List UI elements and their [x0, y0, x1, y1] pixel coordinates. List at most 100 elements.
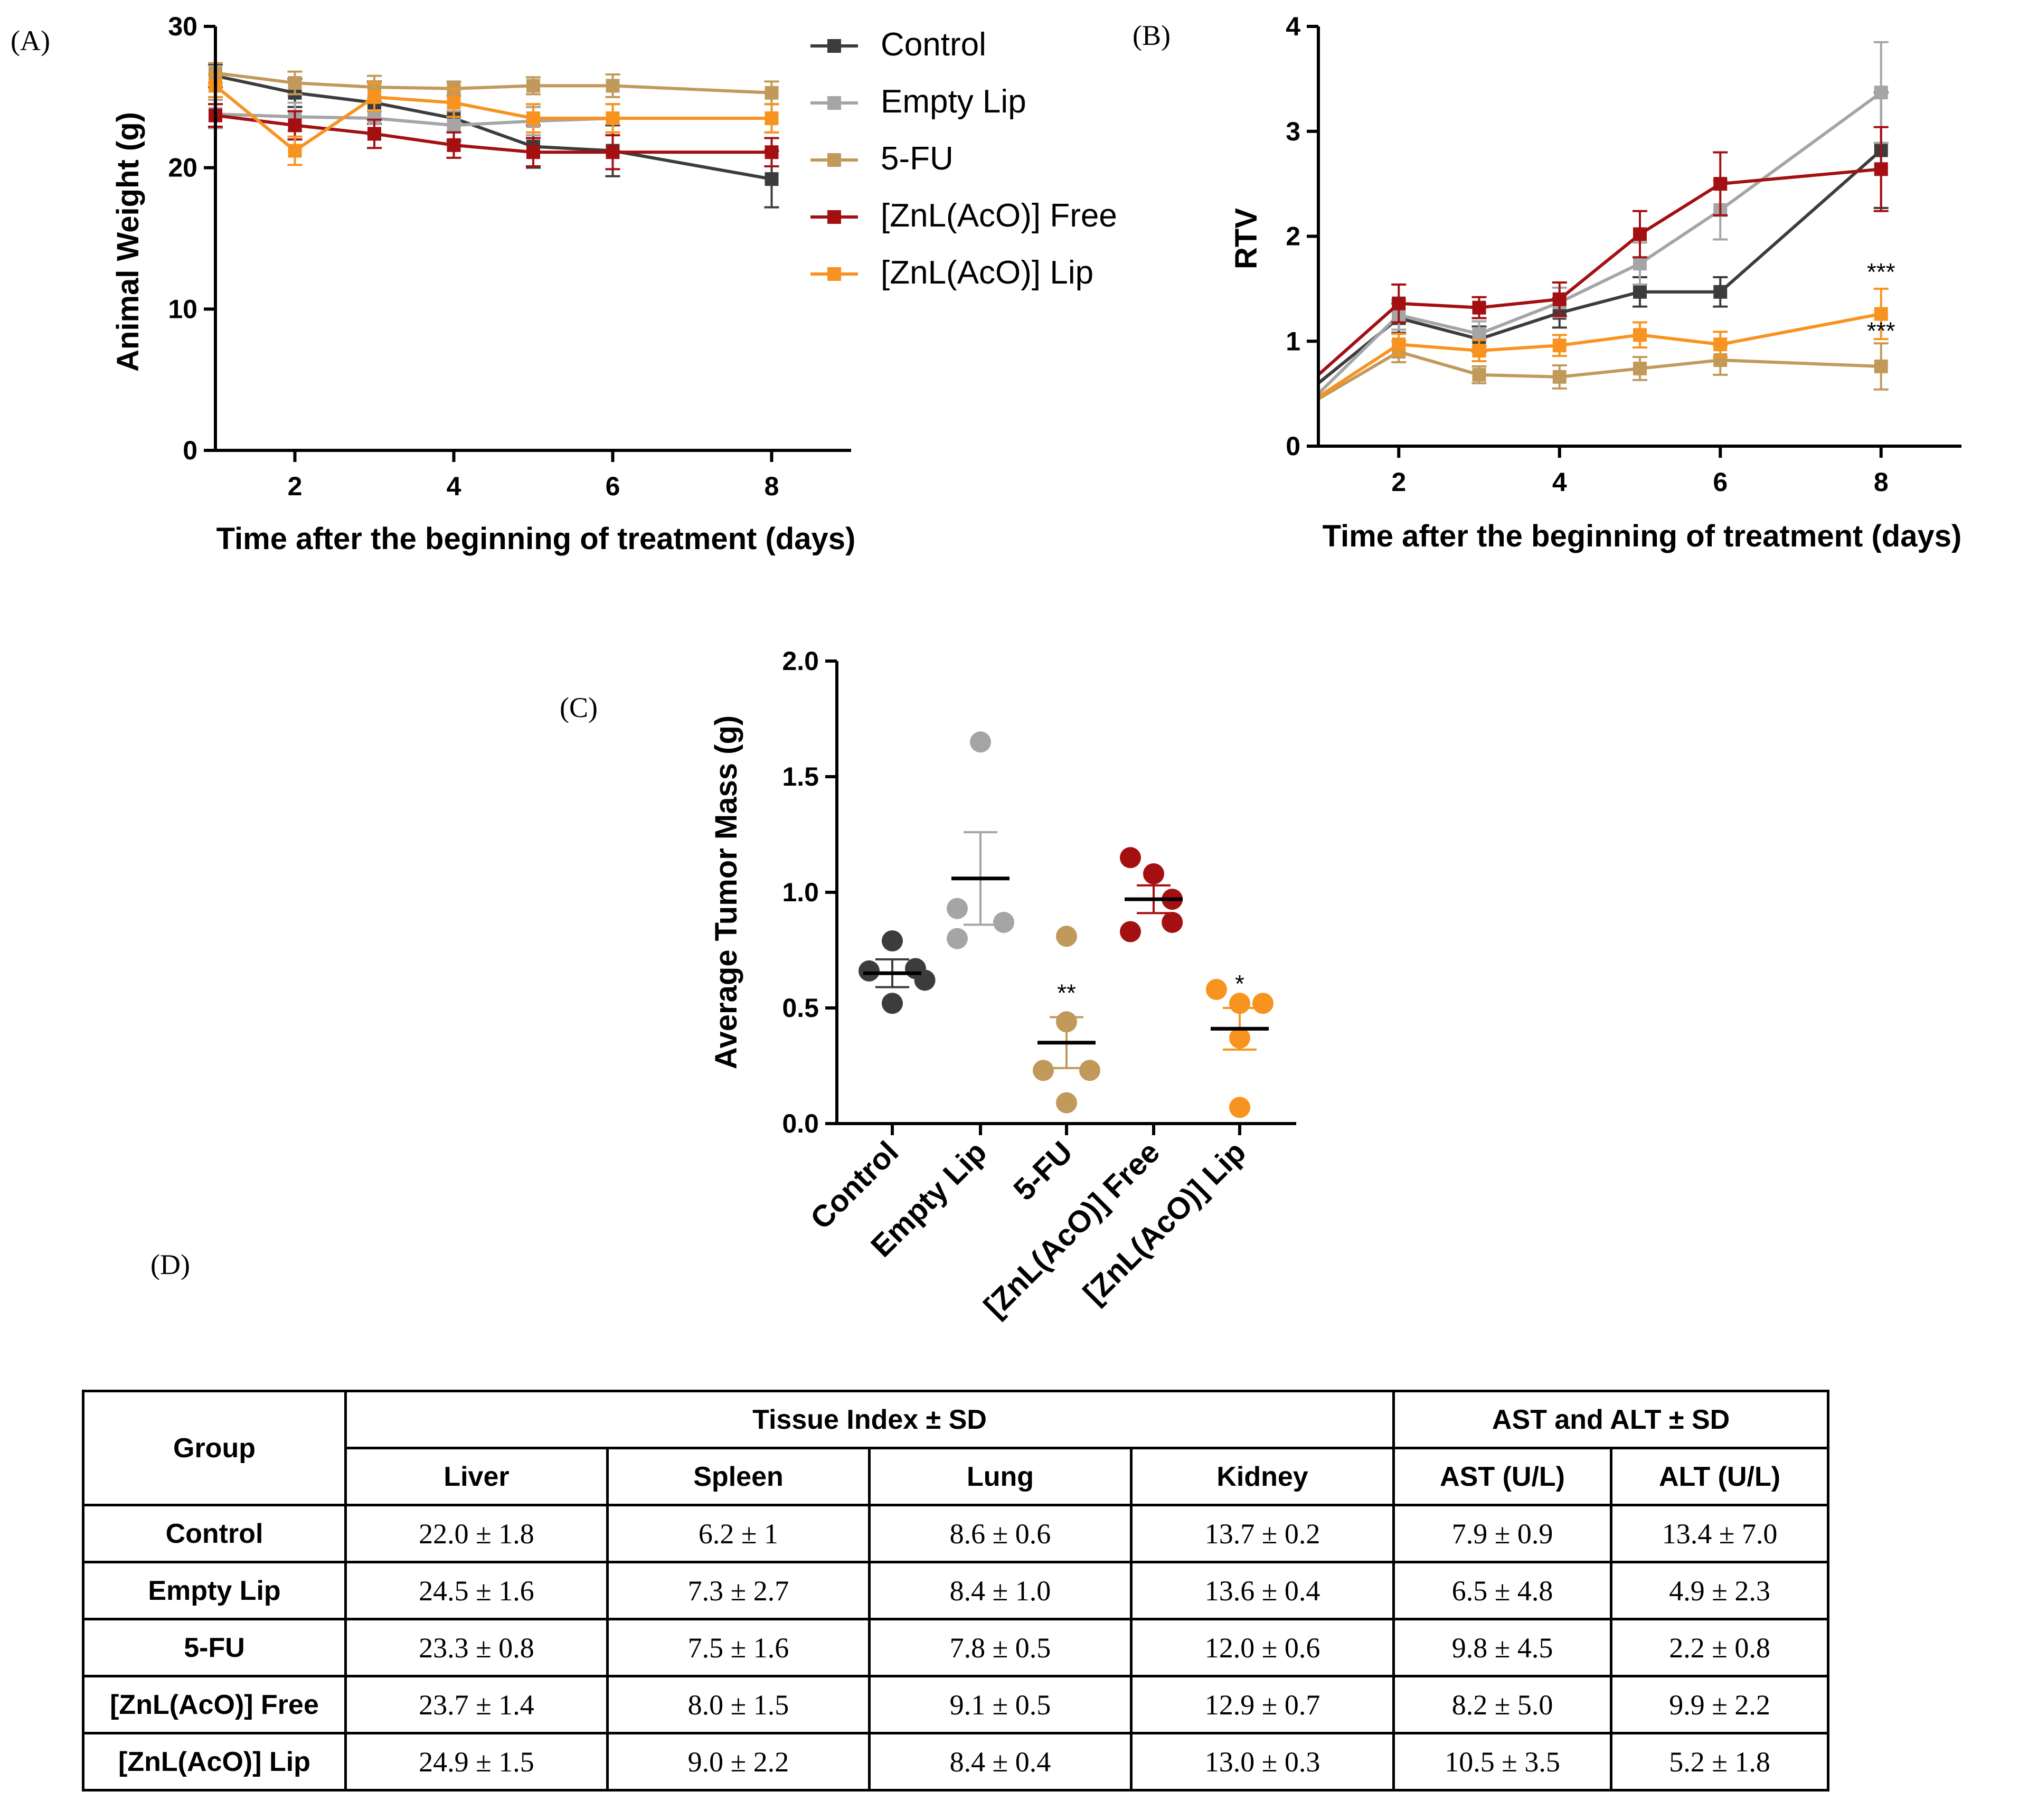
table-cell: 7.8 ± 0.5 [868, 1618, 1133, 1677]
legend-marker [827, 153, 841, 167]
data-point [947, 898, 968, 919]
table-row: Empty Lip 24.5 ± 1.6 7.3 ± 2.7 8.4 ± 1.0… [82, 1561, 1830, 1620]
data-point [1633, 285, 1647, 299]
table-cell: 10.5 ± 3.5 [1392, 1732, 1613, 1791]
data-point [526, 111, 540, 125]
data-point [1120, 921, 1141, 942]
data-point [1033, 1060, 1054, 1081]
table-cell: 8.4 ± 0.4 [868, 1732, 1133, 1791]
legend-label: [ZnL(AcO)] Free [881, 197, 1117, 234]
y-tick-label: 2.0 [782, 646, 819, 676]
data-point [882, 930, 903, 951]
data-point [1252, 993, 1273, 1014]
column-header-liver: Liver [344, 1447, 609, 1506]
table-cell: 2.2 ± 0.8 [1610, 1618, 1830, 1677]
data-point [970, 731, 991, 753]
tissue-index-header: Tissue Index ± SD [344, 1390, 1395, 1449]
legend-item-znl-aco-lip: [ZnL(AcO)] Lip [810, 254, 1093, 291]
table-cell: 23.3 ± 0.8 [344, 1618, 609, 1677]
legend-item-5-fu: 5-FU [810, 140, 954, 177]
legend-item-empty-lip: Empty Lip [810, 83, 1026, 120]
data-point [1392, 337, 1406, 352]
y-tick-label: 1.0 [782, 878, 819, 907]
data-point [1633, 361, 1647, 375]
data-point [288, 144, 302, 158]
row-group-label: [ZnL(AcO)] Lip [82, 1732, 347, 1791]
legend-marker [827, 39, 841, 53]
data-point [1162, 911, 1183, 933]
data-point [1392, 296, 1406, 310]
data-point [882, 993, 903, 1014]
data-point [1206, 978, 1227, 1000]
table-cell: 9.9 ± 2.2 [1610, 1675, 1830, 1734]
table-cell: 13.0 ± 0.3 [1129, 1732, 1395, 1791]
enzyme-header: AST and ALT ± SD [1392, 1390, 1830, 1449]
data-point [765, 145, 779, 159]
data-point [765, 86, 779, 100]
y-tick-label: 30 [168, 12, 197, 41]
table-cell: 24.9 ± 1.5 [344, 1732, 609, 1791]
group-5-fu: ** [1033, 926, 1100, 1114]
data-point [765, 111, 779, 125]
table-cell: 22.0 ± 1.8 [344, 1504, 609, 1563]
x-tick-label-znl-aco-lip: [ZnL(AcO)] Lip [1077, 1135, 1252, 1310]
data-point [288, 118, 302, 133]
data-point [447, 138, 461, 152]
data-point [1633, 227, 1647, 241]
chart-b: 0 1 2 3 4 2 4 6 8 *** *** Time after the beginnin… [1229, 12, 1961, 553]
data-point [1472, 367, 1486, 382]
series-znl-aco-free [208, 103, 779, 171]
data-point [367, 127, 381, 141]
group-znl-aco-free [1120, 847, 1183, 942]
data-point [1874, 162, 1888, 176]
data-point [1143, 863, 1164, 884]
table-cell: 13.4 ± 7.0 [1610, 1504, 1830, 1563]
row-group-label: [ZnL(AcO)] Free [82, 1675, 347, 1734]
data-point [1552, 338, 1567, 353]
y-tick-label: 4 [1286, 12, 1300, 41]
data-point [1552, 292, 1567, 306]
data-point [1633, 257, 1647, 271]
legend-marker [827, 210, 841, 224]
y-tick-label: 20 [168, 153, 197, 183]
column-header-spleen: Spleen [606, 1447, 871, 1506]
data-point [526, 79, 540, 93]
panel-label-d: (D) [150, 1249, 190, 1280]
chart-b-xlabel: Time after the beginning of treatment (d… [1323, 519, 1962, 553]
table-cell: 7.9 ± 0.9 [1392, 1504, 1613, 1563]
x-tick-label: 8 [1874, 467, 1889, 497]
data-point [1056, 1092, 1077, 1114]
group-header: Group [82, 1390, 347, 1506]
table-cell: 8.6 ± 0.6 [868, 1504, 1133, 1563]
panel-label-c: (C) [560, 692, 598, 723]
data-point [1713, 285, 1728, 299]
data-point [765, 172, 779, 186]
data-point [1120, 847, 1141, 869]
series-znl-aco-free [1317, 126, 1889, 376]
table-cell: 13.7 ± 0.2 [1129, 1504, 1395, 1563]
data-point [1552, 370, 1567, 384]
chart-c-ylabel: Average Tumor Mass (g) [709, 715, 743, 1069]
x-tick-label: 4 [1552, 467, 1567, 497]
table-cell: 24.5 ± 1.6 [344, 1561, 609, 1620]
data-point [1079, 1060, 1100, 1081]
y-tick-label: 10 [168, 294, 197, 324]
group-control [858, 930, 936, 1014]
chart-a-ylabel: Animal Weight (g) [111, 112, 145, 372]
y-tick-label: 1.5 [782, 762, 819, 791]
table-cell: 5.2 ± 1.8 [1610, 1732, 1830, 1791]
y-tick-label: 3 [1286, 117, 1300, 146]
x-tick-label-5-fu: 5-FU [1007, 1135, 1079, 1207]
legend-label: Empty Lip [881, 83, 1026, 120]
group-empty-lip [947, 731, 1014, 949]
data-point [1713, 337, 1728, 352]
x-tick-label: 6 [606, 471, 620, 501]
table-row: [ZnL(AcO)] Free 23.7 ± 1.4 8.0 ± 1.5 9.1… [82, 1675, 1830, 1734]
x-tick-label: 4 [447, 471, 461, 501]
column-header-ast: AST (U/L) [1392, 1447, 1613, 1506]
column-header-alt: ALT (U/L) [1610, 1447, 1830, 1506]
data-point [606, 79, 620, 93]
legend-label: [ZnL(AcO)] Lip [881, 254, 1093, 291]
